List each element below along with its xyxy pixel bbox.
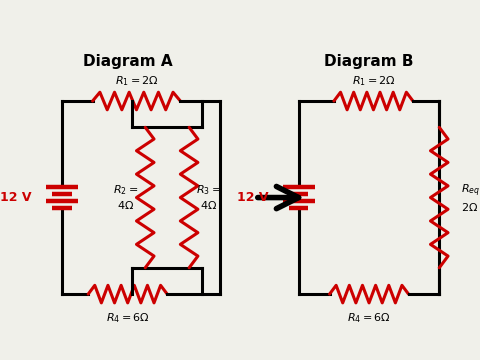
Text: $R_1 =2\Omega$: $R_1 =2\Omega$	[351, 74, 396, 88]
Text: Diagram A: Diagram A	[83, 54, 172, 69]
Text: $R_2=$
$4\Omega$: $R_2=$ $4\Omega$	[113, 184, 139, 211]
Text: $R_4 =6\Omega$: $R_4 =6\Omega$	[106, 312, 150, 325]
Text: $R_{eq}$
$2\Omega$: $R_{eq}$ $2\Omega$	[461, 183, 480, 213]
Text: $R_3=$
$4\Omega$: $R_3=$ $4\Omega$	[196, 184, 221, 211]
Text: 12 V: 12 V	[0, 191, 31, 204]
Text: Diagram B: Diagram B	[324, 54, 414, 69]
Text: $R_1 =2\Omega$: $R_1 =2\Omega$	[115, 74, 158, 88]
Text: $R_4 =6\Omega$: $R_4 =6\Omega$	[347, 312, 391, 325]
Text: 12 V: 12 V	[237, 191, 268, 204]
